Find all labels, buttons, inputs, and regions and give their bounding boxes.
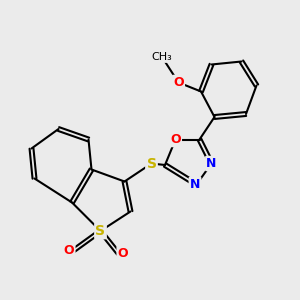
Text: O: O — [170, 133, 181, 146]
Text: N: N — [190, 178, 200, 191]
Text: O: O — [118, 247, 128, 260]
Text: S: S — [95, 224, 106, 238]
Text: CH₃: CH₃ — [152, 52, 172, 62]
Text: O: O — [64, 244, 74, 257]
Text: O: O — [173, 76, 184, 89]
Text: N: N — [206, 157, 217, 170]
Text: S: S — [146, 157, 157, 170]
